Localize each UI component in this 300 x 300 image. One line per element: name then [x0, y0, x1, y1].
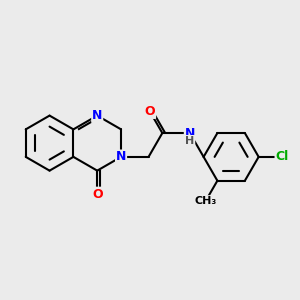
Text: CH₃: CH₃ [194, 196, 217, 206]
Text: N: N [92, 109, 102, 122]
Text: N: N [116, 150, 126, 164]
Text: Cl: Cl [275, 150, 289, 164]
Text: N: N [185, 127, 195, 140]
Text: O: O [92, 188, 103, 200]
Text: H: H [185, 136, 194, 146]
Text: O: O [145, 105, 155, 118]
